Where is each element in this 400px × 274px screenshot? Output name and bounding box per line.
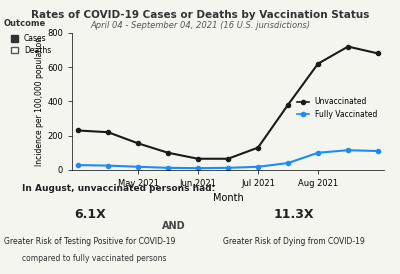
Y-axis label: Incidence per 100,000 population: Incidence per 100,000 population <box>35 37 44 166</box>
Text: In August, unvaccinated persons had:: In August, unvaccinated persons had: <box>22 184 215 193</box>
Text: Greater Risk of Testing Positive for COVID-19: Greater Risk of Testing Positive for COV… <box>4 237 176 246</box>
Text: Greater Risk of Dying from COVID-19: Greater Risk of Dying from COVID-19 <box>223 237 365 246</box>
Text: AND: AND <box>162 221 186 231</box>
Legend: Unvaccinated, Fully Vaccinated: Unvaccinated, Fully Vaccinated <box>294 94 380 122</box>
Text: Rates of COVID-19 Cases or Deaths by Vaccination Status: Rates of COVID-19 Cases or Deaths by Vac… <box>31 10 369 19</box>
Text: April 04 - September 04, 2021 (16 U.S. jurisdictions): April 04 - September 04, 2021 (16 U.S. j… <box>90 21 310 30</box>
Legend: Cases, Deaths: Cases, Deaths <box>8 31 54 58</box>
X-axis label: Month: Month <box>213 193 243 204</box>
Text: 11.3X: 11.3X <box>274 209 314 221</box>
Text: compared to fully vaccinated persons: compared to fully vaccinated persons <box>22 254 166 263</box>
Text: Outcome: Outcome <box>4 19 46 28</box>
Text: 6.1X: 6.1X <box>74 209 106 221</box>
